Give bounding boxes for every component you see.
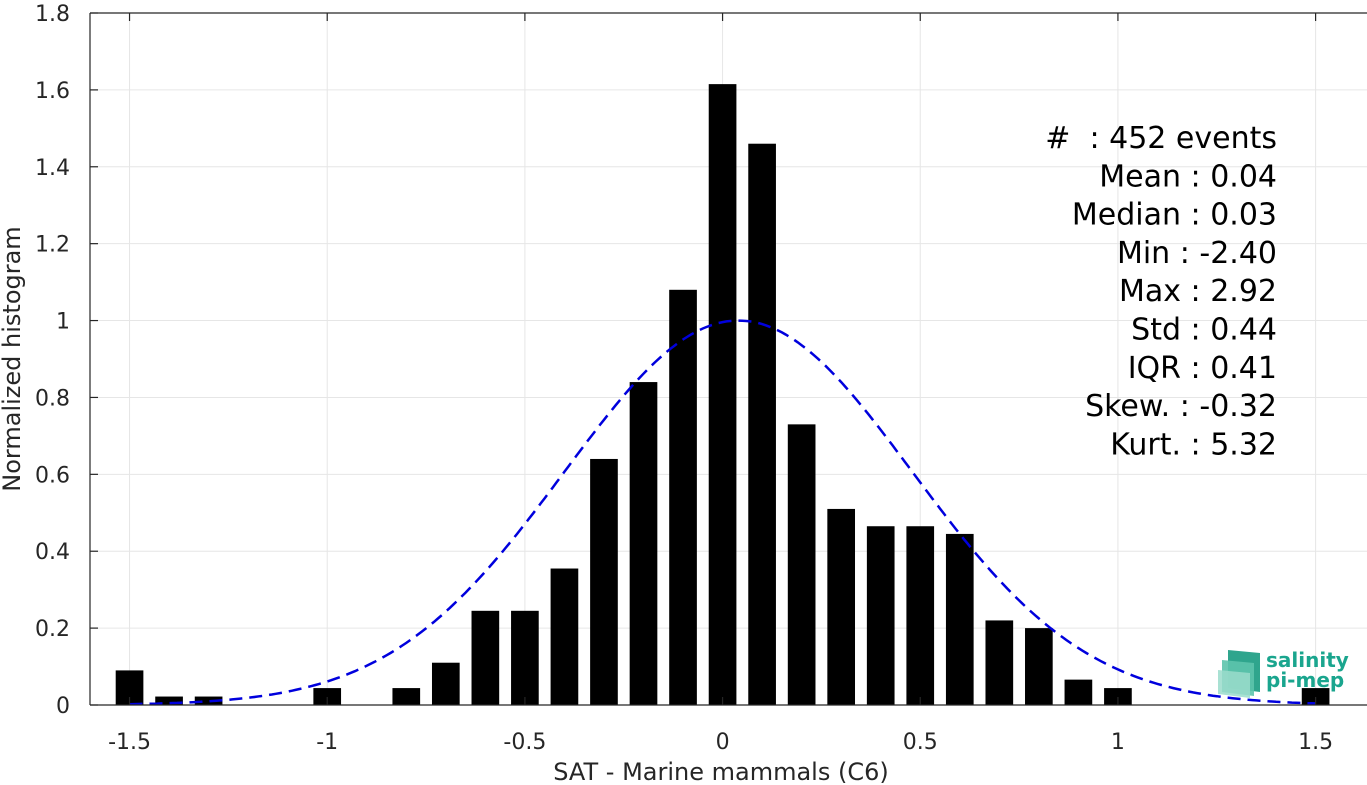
- gaussian-fit-curve: [129, 319, 1316, 706]
- y-axis-label: Normalized histogram: [0, 226, 26, 491]
- histogram-bar-21: [1064, 679, 1093, 705]
- x-tick-label-0: -1.5: [108, 730, 151, 755]
- y-tick-label-4: 0.8: [35, 386, 70, 411]
- histogram-bar-10: [629, 382, 658, 705]
- y-tick-label-1: 0.2: [35, 617, 70, 642]
- histogram-bar-12: [708, 84, 737, 706]
- histogram-bar-23: [1301, 688, 1330, 705]
- y-tick-label-7: 1.4: [35, 156, 70, 181]
- histogram-bar-6: [471, 610, 500, 705]
- x-tick-label-6: 1.5: [1298, 730, 1333, 755]
- y-tick-label-3: 0.6: [35, 463, 70, 488]
- stats-line-1: Mean : 0.04: [1099, 159, 1277, 194]
- stats-line-3: Min : -2.40: [1117, 236, 1277, 271]
- x-axis-label: SAT - Marine mammals (C6): [553, 758, 888, 785]
- histogram-bar-20: [1025, 628, 1053, 705]
- logo-wave-icon: [1218, 650, 1260, 698]
- y-tick-labels: 0 0.2 0.4 0.6 0.8 1 1.2 1.4 1.6 1.8: [35, 2, 70, 719]
- histogram-bar-14: [787, 424, 816, 705]
- histogram-bar-16: [866, 526, 895, 705]
- x-tick-labels: -1.5 -1 -0.5 0 0.5 1 1.5: [108, 730, 1333, 755]
- x-tick-label-2: -0.5: [503, 730, 546, 755]
- histogram-bar-5: [431, 662, 460, 705]
- stats-line-5: Std : 0.44: [1131, 313, 1277, 348]
- histogram-bar-4: [392, 688, 421, 705]
- histogram-bar-15: [827, 508, 856, 705]
- histogram-bar-8: [550, 568, 579, 705]
- logo-line-2: pi-mep: [1266, 668, 1344, 692]
- histogram-bar-3: [313, 688, 342, 705]
- stats-line-2: Median : 0.03: [1072, 198, 1277, 233]
- histogram-bar-1: [155, 696, 183, 705]
- x-tick-label-4: 0.5: [903, 730, 938, 755]
- histogram-bar-7: [511, 610, 539, 705]
- y-tick-label-9: 1.8: [35, 2, 70, 27]
- x-tick-label-1: -1: [316, 730, 338, 755]
- histogram-bars: [115, 84, 1330, 706]
- histogram-bar-13: [748, 143, 776, 705]
- x-tick-label-5: 1: [1111, 730, 1125, 755]
- stats-line-7: Skew. : -0.32: [1085, 389, 1277, 424]
- stats-line-8: Kurt. : 5.32: [1110, 427, 1277, 462]
- stats-line-6: IQR : 0.41: [1128, 351, 1277, 386]
- histogram-bar-18: [945, 533, 974, 705]
- x-tick-label-3: 0: [716, 730, 730, 755]
- y-tick-label-5: 1: [56, 310, 70, 335]
- y-tick-label-0: 0: [56, 694, 70, 719]
- logo-line-1: salinity: [1266, 648, 1349, 672]
- histogram-bar-17: [906, 526, 935, 705]
- histogram-bar-9: [590, 458, 618, 705]
- histogram-bar-11: [669, 289, 697, 705]
- axes: [89, 12, 1367, 706]
- histogram-bar-2: [194, 696, 223, 705]
- stats-line-0: # : 452 events: [1045, 121, 1277, 156]
- histogram-bar-19: [985, 620, 1014, 705]
- salinity-pi-mep-logo: salinity pi-mep: [1218, 648, 1349, 698]
- y-tick-label-6: 1.2: [35, 233, 70, 258]
- stats-line-4: Max : 2.92: [1119, 274, 1277, 309]
- y-tick-label-8: 1.6: [35, 79, 70, 104]
- y-tick-label-2: 0.4: [35, 540, 70, 565]
- histogram-bar-22: [1104, 688, 1132, 705]
